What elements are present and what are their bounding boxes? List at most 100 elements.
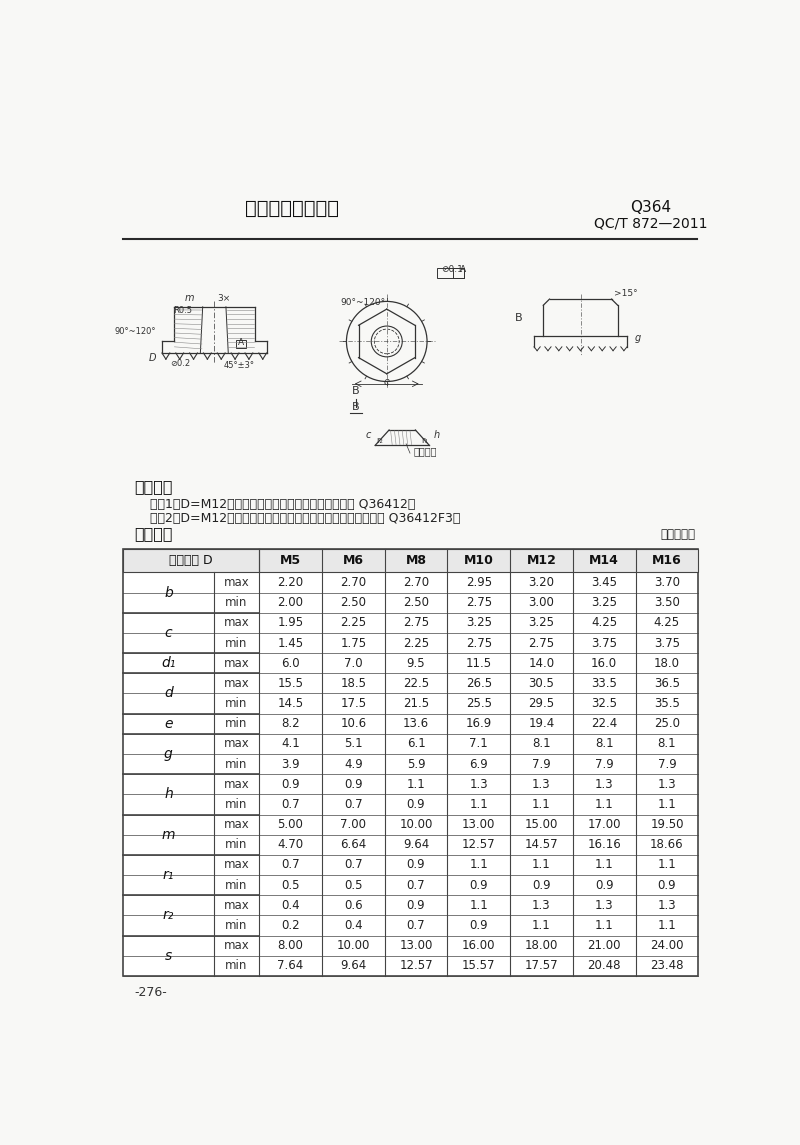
Text: 8.00: 8.00 [278,939,303,953]
Text: 1.75: 1.75 [340,637,366,649]
Text: 1.45: 1.45 [278,637,303,649]
Text: 33.5: 33.5 [591,677,617,690]
Text: 5.1: 5.1 [344,737,362,750]
Text: 1.3: 1.3 [595,777,614,791]
Text: 36.5: 36.5 [654,677,680,690]
Text: 0.5: 0.5 [344,878,362,892]
Text: h: h [164,788,173,802]
Text: B: B [514,313,522,323]
Text: 4.25: 4.25 [654,616,680,630]
Text: max: max [223,899,250,911]
Text: 2.75: 2.75 [466,597,492,609]
Text: 21.5: 21.5 [403,697,429,710]
Text: 2.75: 2.75 [466,637,492,649]
Text: 2.50: 2.50 [340,597,366,609]
Text: M8: M8 [406,554,426,568]
Text: 14.5: 14.5 [278,697,303,710]
Text: max: max [223,616,250,630]
Text: 1.3: 1.3 [595,899,614,911]
Text: 16.16: 16.16 [587,838,621,851]
Text: 2.50: 2.50 [403,597,429,609]
Text: 4.9: 4.9 [344,758,362,771]
Text: A: A [238,338,244,347]
Text: 3.25: 3.25 [466,616,492,630]
Text: 6.9: 6.9 [470,758,488,771]
Text: max: max [223,777,250,791]
Text: 1.1: 1.1 [595,919,614,932]
Text: 3.75: 3.75 [654,637,680,649]
Text: 1.1: 1.1 [406,777,426,791]
Text: 0.7: 0.7 [344,859,362,871]
Text: 29.5: 29.5 [529,697,554,710]
Text: 9.5: 9.5 [406,657,426,670]
Text: 0.9: 0.9 [406,859,426,871]
Text: 8.1: 8.1 [595,737,614,750]
Text: 3.50: 3.50 [654,597,680,609]
Text: 3.25: 3.25 [591,597,618,609]
Text: 45°±3°: 45°±3° [224,362,255,370]
Text: g: g [164,747,173,761]
Text: 1.1: 1.1 [532,859,551,871]
Text: 25.5: 25.5 [466,697,492,710]
Text: 23.48: 23.48 [650,960,684,972]
Text: e: e [384,378,390,387]
Text: min: min [225,717,247,731]
Text: 1.1: 1.1 [470,798,488,811]
Text: M5: M5 [280,554,301,568]
Bar [453,268,464,277]
Text: 0.9: 0.9 [658,878,676,892]
Text: d₁: d₁ [162,656,175,670]
Text: 16.00: 16.00 [462,939,495,953]
Text: 6.1: 6.1 [406,737,426,750]
Text: 2.95: 2.95 [466,576,492,589]
Text: 单位为毫米: 单位为毫米 [660,528,695,540]
Text: min: min [225,758,247,771]
Text: 6.64: 6.64 [340,838,366,851]
Text: 0.5: 0.5 [282,878,300,892]
Text: 14.57: 14.57 [525,838,558,851]
Text: M16: M16 [652,554,682,568]
Text: 9.64: 9.64 [403,838,429,851]
Text: 2.75: 2.75 [529,637,554,649]
Text: 焊接六角凸缘螺母: 焊接六角凸缘螺母 [246,199,339,219]
Text: 0.2: 0.2 [282,919,300,932]
Text: r₁: r₁ [162,868,174,882]
Text: 4.70: 4.70 [278,838,303,851]
Text: 13.00: 13.00 [462,819,495,831]
Text: r₂: r₂ [162,908,174,923]
Text: 1.1: 1.1 [532,798,551,811]
Text: 15.57: 15.57 [462,960,495,972]
Text: 5.9: 5.9 [406,758,426,771]
Text: M12: M12 [526,554,557,568]
Text: min: min [225,838,247,851]
Text: 18.0: 18.0 [654,657,680,670]
Text: e: e [164,717,173,731]
Text: 10.6: 10.6 [340,717,366,731]
Text: 0.7: 0.7 [282,798,300,811]
Text: 编号示例: 编号示例 [134,480,173,495]
Text: 21.00: 21.00 [587,939,621,953]
Text: min: min [225,637,247,649]
Text: 3.25: 3.25 [529,616,554,630]
Text: max: max [223,677,250,690]
Text: 24.00: 24.00 [650,939,684,953]
Text: B: B [352,386,359,396]
Text: 30.5: 30.5 [529,677,554,690]
Text: -276-: -276- [134,986,167,998]
Text: 7.64: 7.64 [278,960,304,972]
Text: 0.4: 0.4 [282,899,300,911]
Text: 9.64: 9.64 [340,960,366,972]
Text: 8.2: 8.2 [282,717,300,731]
Text: 22.4: 22.4 [591,717,618,731]
Text: 0.7: 0.7 [406,919,426,932]
Text: 11.5: 11.5 [466,657,492,670]
Text: 2.75: 2.75 [403,616,429,630]
Text: 0.9: 0.9 [470,919,488,932]
Text: 2.00: 2.00 [278,597,303,609]
Text: 1.3: 1.3 [658,777,676,791]
Text: 0.4: 0.4 [344,919,362,932]
Text: ⊘0.2: ⊘0.2 [170,360,190,368]
Text: 1.1: 1.1 [595,859,614,871]
Text: 18.00: 18.00 [525,939,558,953]
Text: max: max [223,576,250,589]
